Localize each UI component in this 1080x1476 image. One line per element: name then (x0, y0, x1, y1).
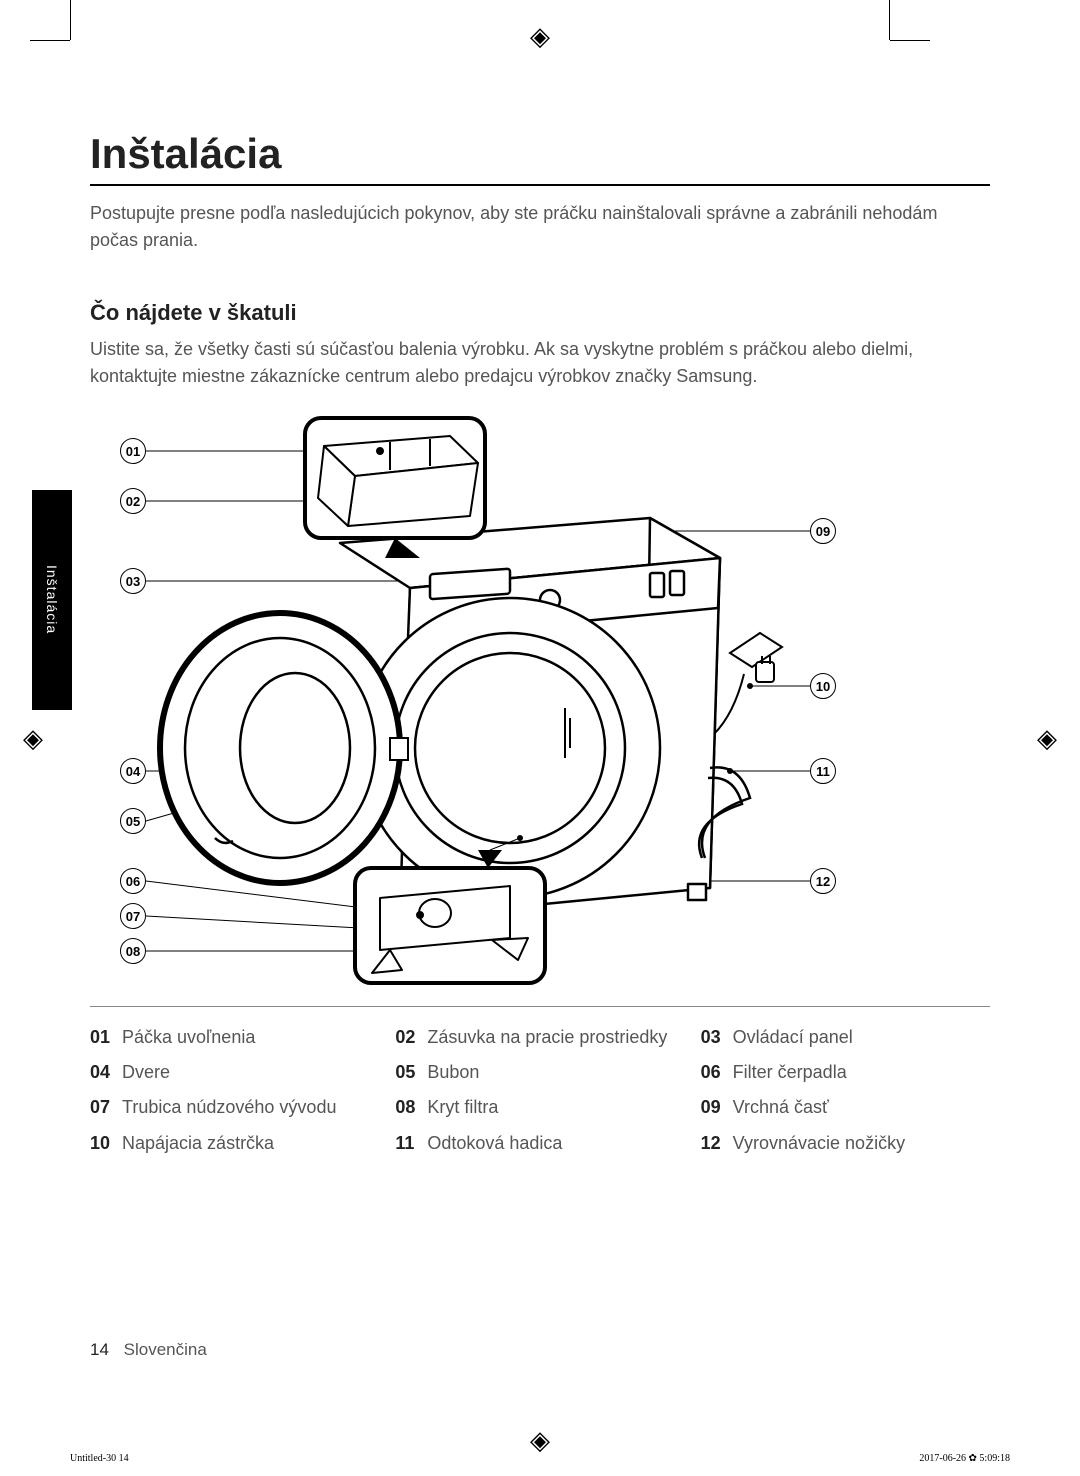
registration-mark-icon: ◈ (20, 725, 46, 751)
legend-label: Vyrovnávacie nožičky (733, 1131, 905, 1156)
legend-label: Napájacia zástrčka (122, 1131, 274, 1156)
registration-mark-icon: ◈ (527, 1427, 553, 1453)
legend-item: 07 Trubica núdzového vývodu (90, 1095, 379, 1120)
legend-num: 10 (90, 1131, 114, 1156)
callout-04: 04 (120, 758, 146, 784)
section-text: Uistite sa, že všetky časti sú súčasťou … (90, 336, 990, 390)
legend-item: 08 Kryt filtra (395, 1095, 684, 1120)
callout-10: 10 (810, 673, 836, 699)
callout-05: 05 (120, 808, 146, 834)
legend-num: 03 (701, 1025, 725, 1050)
callout-07: 07 (120, 903, 146, 929)
legend-num: 08 (395, 1095, 419, 1120)
page-footer: 14 Slovenčina (90, 1340, 207, 1360)
legend-num: 09 (701, 1095, 725, 1120)
legend-item: 06 Filter čerpadla (701, 1060, 990, 1085)
legend-item: 03 Ovládací panel (701, 1025, 990, 1050)
callout-12: 12 (810, 868, 836, 894)
legend-item: 11 Odtoková hadica (395, 1131, 684, 1156)
callout-09: 09 (810, 518, 836, 544)
legend-num: 07 (90, 1095, 114, 1120)
washer-diagram: 01 02 03 04 05 06 07 08 09 10 11 12 (90, 408, 990, 998)
washer-svg (90, 408, 870, 998)
print-footnote-left: Untitled-30 14 (70, 1453, 129, 1464)
crop-mark (889, 0, 890, 40)
crop-mark (890, 40, 930, 41)
legend-num: 05 (395, 1060, 419, 1085)
section-heading: Čo nájdete v škatuli (90, 300, 990, 326)
legend-item: 09 Vrchná časť (701, 1095, 990, 1120)
legend-item: 10 Napájacia zástrčka (90, 1131, 379, 1156)
callout-03: 03 (120, 568, 146, 594)
legend-grid: 01 Páčka uvoľnenia 02 Zásuvka na pracie pr… (90, 1025, 990, 1156)
legend-label: Dvere (122, 1060, 170, 1085)
legend-num: 01 (90, 1025, 114, 1050)
side-tab: Inštalácia (32, 490, 72, 710)
legend-num: 12 (701, 1131, 725, 1156)
page-number: 14 (90, 1340, 109, 1359)
callout-02: 02 (120, 488, 146, 514)
callout-11: 11 (810, 758, 836, 784)
legend-item: 01 Páčka uvoľnenia (90, 1025, 379, 1050)
registration-mark-icon: ◈ (1034, 725, 1060, 751)
page-title: Inštalácia (90, 130, 990, 186)
legend-label: Trubica núdzového vývodu (122, 1095, 336, 1120)
callout-06: 06 (120, 868, 146, 894)
page-language: Slovenčina (124, 1340, 207, 1359)
crop-mark (70, 0, 71, 40)
callout-08: 08 (120, 938, 146, 964)
legend-label: Páčka uvoľnenia (122, 1025, 255, 1050)
legend-label: Kryt filtra (427, 1095, 498, 1120)
legend-label: Bubon (427, 1060, 479, 1085)
legend-num: 11 (395, 1131, 419, 1156)
registration-mark-icon: ◈ (527, 23, 553, 49)
legend-divider (90, 1006, 990, 1007)
legend-item: 04 Dvere (90, 1060, 379, 1085)
crop-mark (30, 40, 70, 41)
print-footnote-right: 2017-06-26 ✿ 5:09:18 (919, 1453, 1010, 1464)
callout-01: 01 (120, 438, 146, 464)
legend-num: 02 (395, 1025, 419, 1050)
legend-label: Vrchná časť (733, 1095, 829, 1120)
legend-num: 04 (90, 1060, 114, 1085)
legend-label: Zásuvka na pracie prostriedky (427, 1025, 667, 1050)
legend-item: 12 Vyrovnávacie nožičky (701, 1131, 990, 1156)
legend-label: Ovládací panel (733, 1025, 853, 1050)
legend-label: Odtoková hadica (427, 1131, 562, 1156)
legend-item: 02 Zásuvka na pracie prostriedky (395, 1025, 684, 1050)
page-content: Inštalácia Postupujte presne podľa nasle… (90, 60, 990, 1416)
intro-text: Postupujte presne podľa nasledujúcich po… (90, 200, 990, 254)
legend-label: Filter čerpadla (733, 1060, 847, 1085)
legend-num: 06 (701, 1060, 725, 1085)
legend-item: 05 Bubon (395, 1060, 684, 1085)
